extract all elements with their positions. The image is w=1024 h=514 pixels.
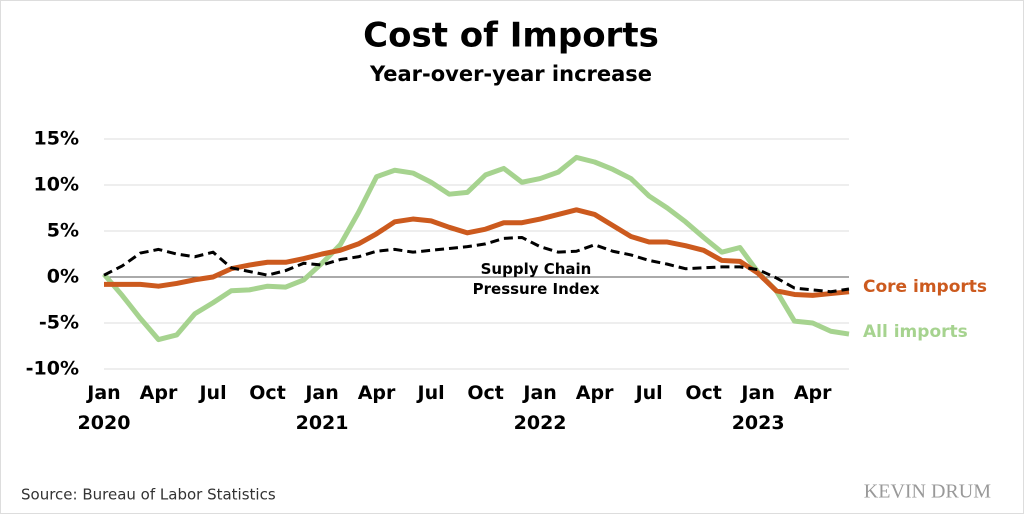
x-tick-label: Jul [416, 382, 445, 404]
series-line [104, 207, 850, 298]
series-line [102, 154, 850, 343]
series-label: Core imports [863, 277, 987, 297]
x-tick-label: Oct [685, 382, 722, 404]
x-tick-label: Oct [249, 382, 286, 404]
chart-title: Cost of Imports [363, 16, 659, 56]
series-label: All imports [863, 322, 968, 342]
y-tick-label: 15% [34, 128, 79, 150]
series-line [103, 235, 850, 294]
series-label: Supply Chain Pressure Index [473, 260, 600, 298]
x-tick-label: Apr [140, 382, 178, 404]
x-tick-label: Apr [794, 382, 832, 404]
y-tick-label: -10% [26, 358, 79, 380]
source-note: Source: Bureau of Labor Statistics [21, 486, 276, 504]
x-tick-label: Apr [358, 382, 396, 404]
y-tick-label: 5% [47, 220, 79, 242]
x-tick-label: Jan 2020 [78, 382, 131, 434]
y-tick-label: 0% [47, 266, 79, 288]
credit: KEVIN DRUM [864, 481, 991, 503]
x-tick-label: Jan 2021 [296, 382, 349, 434]
y-tick-label: -5% [39, 312, 79, 334]
x-tick-label: Oct [467, 382, 504, 404]
x-tick-label: Jul [197, 382, 226, 404]
x-tick-label: Jul [634, 382, 663, 404]
chart-subtitle: Year-over-year increase [369, 62, 652, 86]
x-tick-label: Apr [576, 382, 614, 404]
x-tick-label: Jan 2023 [732, 382, 785, 434]
y-tick-label: 10% [34, 174, 79, 196]
x-tick-label: Jan 2022 [514, 382, 567, 434]
